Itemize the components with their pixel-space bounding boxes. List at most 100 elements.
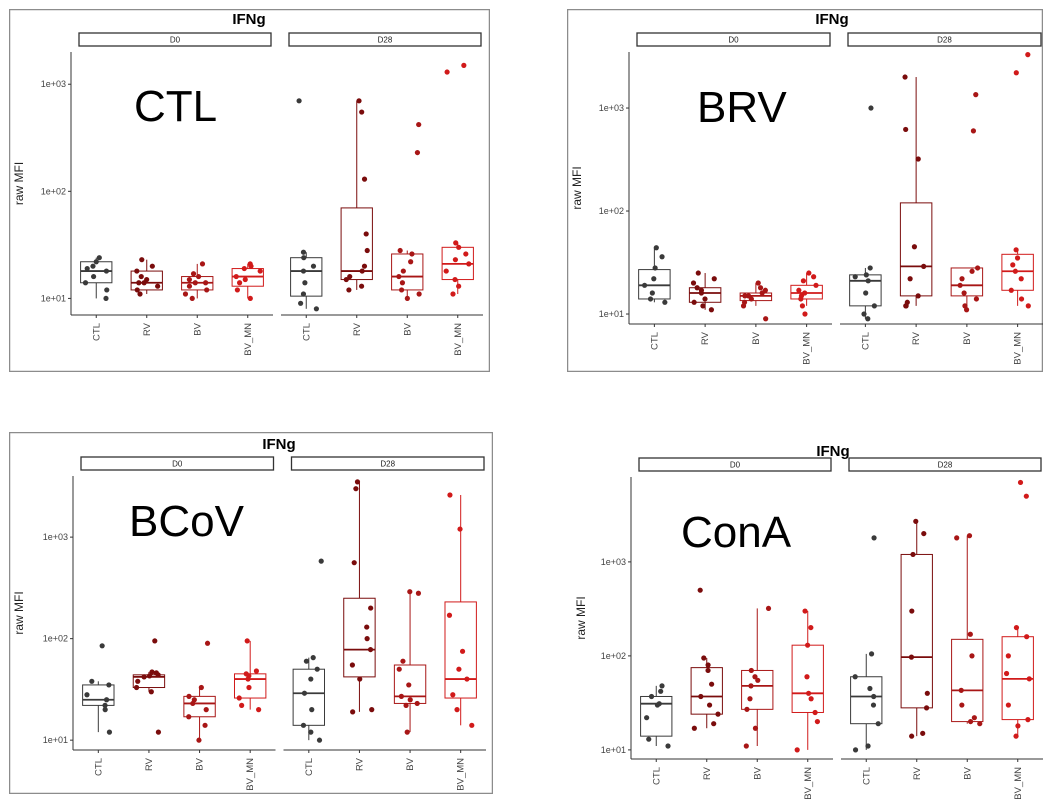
point-d0-bv-9: [755, 280, 761, 286]
point-d28-bv-7: [409, 251, 415, 257]
y-tick-label: 1e+03: [599, 103, 624, 113]
point-d0-ctl-4: [103, 268, 110, 274]
point-d0-ctl-3: [91, 273, 97, 280]
point-d28-bv-mn-3: [1005, 702, 1011, 708]
point-d28-rv-4: [367, 646, 374, 653]
point-d28-rv-7: [915, 156, 921, 162]
x-tick-label-d0-ctl: CTL: [91, 323, 102, 341]
point-d28-ctl-2: [875, 721, 881, 727]
point-d0-bv-5: [192, 280, 198, 286]
point-d28-bv-1: [416, 291, 422, 297]
point-d0-bv-6: [186, 276, 192, 283]
point-d0-rv-0: [155, 729, 162, 735]
point-d0-ctl-1: [647, 296, 654, 302]
x-tick-label-d0-ctl: CTL: [93, 758, 104, 776]
point-d0-bv-7: [195, 273, 202, 280]
x-tick-label-d28-ctl: CTL: [861, 767, 872, 785]
point-d0-bv-mn-6: [243, 671, 249, 677]
point-d28-bv-2: [398, 287, 405, 293]
x-tick-label-d0-bv: BV: [752, 766, 763, 779]
point-d28-bv-mn-1: [456, 283, 462, 289]
point-d0-rv-8: [149, 669, 155, 675]
x-tick-label-d28-rv: RV: [912, 766, 923, 780]
point-d0-bv-mn-8: [811, 274, 817, 280]
point-d28-bv-10: [416, 121, 422, 128]
point-d0-bv-0: [189, 295, 195, 302]
point-d0-bv-0: [743, 743, 749, 749]
point-d0-bv-mn-7: [800, 278, 807, 284]
point-d0-bv-mn-1: [239, 702, 245, 708]
point-d0-bv-3: [186, 283, 193, 289]
facet-strip: [78, 32, 272, 47]
point-d28-ctl-8: [296, 98, 302, 104]
point-d28-ctl-2: [300, 291, 307, 297]
point-d28-bv-mn-9: [444, 69, 450, 75]
point-d0-bv-mn-8: [244, 638, 250, 644]
point-d28-bv-mn-3: [443, 268, 449, 274]
point-d28-ctl-8: [310, 655, 316, 661]
point-d28-bv-9: [973, 92, 979, 98]
point-d28-bv-mn-6: [1005, 653, 1011, 659]
point-d28-bv-3: [959, 702, 965, 708]
point-d28-rv-8: [361, 176, 368, 182]
point-d28-rv-1: [358, 283, 365, 289]
point-d0-bv-5: [755, 677, 761, 683]
point-d28-bv-mn-7: [1024, 634, 1030, 640]
box-d0-ctl: [640, 695, 673, 737]
facet-strip-label: D28: [937, 36, 952, 45]
point-d0-ctl-6: [89, 678, 95, 684]
point-d0-bv-7: [762, 287, 768, 293]
point-d28-rv-3: [924, 690, 930, 696]
point-d28-bv-0: [404, 729, 410, 735]
chart-panel-bcov: IFNg 1e+01 1e+02 1e+03 raw MFI D0 CTL RV BV BV_MN…: [9, 432, 493, 794]
box-d28-bv-mn: [444, 601, 477, 699]
point-d0-bv-mn-2: [236, 280, 243, 286]
x-tick-label-d0-bv: BV: [195, 757, 206, 770]
point-d0-ctl-6: [659, 254, 665, 260]
point-d0-bv-1: [182, 291, 189, 297]
point-d28-rv-2: [904, 299, 910, 305]
point-d0-bv-2: [744, 706, 750, 712]
point-d0-bv-mn-8: [247, 261, 253, 267]
point-d0-bv-6: [752, 674, 758, 680]
y-tick-label: 1e+01: [41, 293, 66, 303]
point-d28-bv-mn-8: [1013, 624, 1020, 631]
point-d0-rv-8: [701, 655, 707, 661]
point-d0-bv-mn-4: [233, 273, 239, 280]
point-d28-rv-4: [359, 268, 365, 274]
point-d0-rv-9: [697, 587, 703, 593]
point-d28-bv-mn-1: [454, 707, 460, 713]
facet-strip: [636, 32, 831, 47]
point-d0-rv-3: [702, 296, 708, 302]
point-d0-ctl-2: [82, 280, 89, 286]
point-d28-ctl-6: [852, 674, 858, 680]
y-tick-label: 1e+02: [41, 186, 66, 196]
point-d28-bv-mn-7: [1013, 247, 1019, 253]
x-tick-label-d0-bv-mn: BV_MN: [245, 758, 256, 791]
point-d28-ctl-5: [852, 274, 858, 280]
point-d0-bv-mn-2: [236, 695, 242, 701]
point-d0-rv-1: [711, 721, 717, 727]
point-d28-rv-3: [915, 293, 921, 299]
point-d28-bv-5: [406, 682, 412, 688]
point-d0-rv-3: [135, 678, 141, 684]
point-d0-rv-2: [155, 283, 161, 289]
point-d0-ctl-1: [646, 736, 652, 742]
x-tick-label-d0-rv: RV: [142, 322, 153, 336]
point-d28-bv-mn-3: [1018, 276, 1024, 282]
point-d28-rv-8: [903, 126, 909, 133]
x-tick-label-d0-ctl: CTL: [649, 332, 660, 350]
x-tick-label-d28-bv: BV: [405, 757, 416, 770]
point-d28-bv-7: [954, 535, 960, 541]
point-d28-bv-0: [963, 307, 970, 313]
point-d28-bv-mn-0: [1013, 733, 1019, 739]
point-d28-bv-mn-5: [452, 257, 459, 263]
point-d0-bv-2: [741, 299, 748, 305]
point-d28-bv-1: [967, 718, 974, 725]
point-d28-rv-7: [921, 530, 927, 537]
point-d28-ctl-8: [871, 535, 877, 541]
point-d28-rv-2: [357, 676, 363, 682]
point-d28-rv-6: [910, 551, 916, 558]
point-d28-bv-mn-1: [1018, 296, 1025, 302]
point-d28-rv-6: [364, 247, 370, 254]
